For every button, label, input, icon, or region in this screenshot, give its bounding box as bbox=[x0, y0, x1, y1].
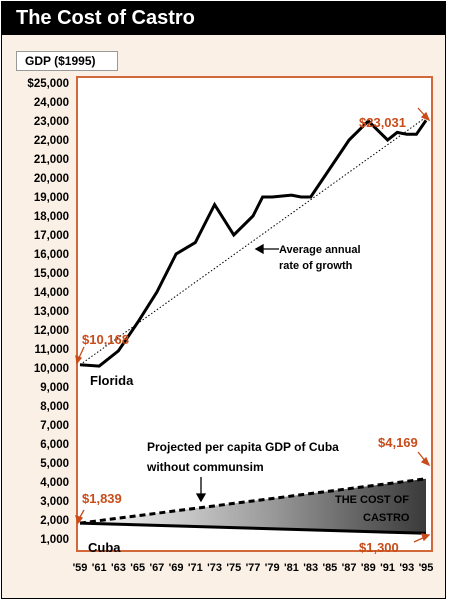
y-tick-label: 23,000 bbox=[34, 116, 69, 128]
y-tick-label: 4,000 bbox=[40, 477, 69, 489]
x-tick-label: '83 bbox=[303, 562, 318, 574]
y-tick-label: 20,000 bbox=[34, 173, 69, 185]
x-tick-label: '67 bbox=[149, 562, 164, 574]
label-cuba: Cuba bbox=[88, 540, 121, 555]
y-tick-label: 17,000 bbox=[34, 230, 69, 242]
x-tick-label: '69 bbox=[169, 562, 184, 574]
x-tick-label: '65 bbox=[130, 562, 145, 574]
y-tick-label: 9,000 bbox=[40, 382, 69, 394]
x-tick-label: '71 bbox=[188, 562, 203, 574]
plot-area bbox=[76, 76, 433, 552]
arrowhead-growth bbox=[254, 243, 264, 255]
y-tick-label: 24,000 bbox=[34, 97, 69, 109]
y-tick-label: 5,000 bbox=[40, 458, 69, 470]
series-projected-line bbox=[79, 477, 427, 525]
x-tick-label: '91 bbox=[380, 562, 395, 574]
y-tick-label: 16,000 bbox=[34, 249, 69, 261]
y-tick-label: 3,000 bbox=[40, 496, 69, 508]
label-projected-end: $4,169 bbox=[378, 435, 418, 450]
y-tick-label: 22,000 bbox=[34, 135, 69, 147]
y-axis-title: GDP ($1995) bbox=[16, 51, 118, 71]
label-projected-1: Projected per capita GDP of Cuba bbox=[147, 440, 339, 454]
y-tick-label: 11,000 bbox=[34, 344, 69, 356]
series-florida-line bbox=[79, 118, 428, 368]
x-tick-label: '89 bbox=[361, 562, 376, 574]
arrowhead-projected bbox=[195, 493, 207, 503]
x-tick-label: '85 bbox=[322, 562, 337, 574]
y-tick-label: 13,000 bbox=[34, 306, 69, 318]
label-growth-2: rate of growth bbox=[279, 260, 353, 272]
label-projected-2: without communsim bbox=[146, 460, 264, 474]
label-cost-2: CASTRO bbox=[363, 512, 410, 524]
x-tick-label: '77 bbox=[246, 562, 261, 574]
cost-of-castro-area bbox=[80, 478, 426, 534]
x-tick-label: '79 bbox=[265, 562, 280, 574]
y-tick-label: $25,000 bbox=[27, 78, 69, 90]
arrowhead-cuba-end bbox=[421, 533, 431, 542]
label-growth-1: Average annual bbox=[279, 244, 361, 256]
x-tick-label: '61 bbox=[92, 562, 107, 574]
y-tick-label: 21,000 bbox=[34, 154, 69, 166]
y-tick-label: 1,000 bbox=[40, 534, 69, 546]
x-tick-label: '95 bbox=[419, 562, 434, 574]
x-tick-label: '73 bbox=[207, 562, 222, 574]
x-tick-label: '59 bbox=[73, 562, 88, 574]
x-tick-label: '63 bbox=[111, 562, 126, 574]
arrowhead-florida-start bbox=[75, 354, 83, 365]
y-tick-label: 14,000 bbox=[34, 287, 69, 299]
series-cuba-line bbox=[79, 521, 427, 535]
y-tick-label: 8,000 bbox=[40, 401, 69, 413]
y-tick-label: 10,000 bbox=[34, 363, 69, 375]
label-cuba-end: $1,300 bbox=[359, 540, 399, 555]
label-florida-end: $23,031 bbox=[359, 115, 406, 130]
y-tick-label: 15,000 bbox=[34, 268, 69, 280]
label-cost-1: THE COST OF bbox=[335, 494, 409, 506]
x-tick-label: '81 bbox=[284, 562, 299, 574]
arrowhead-cuba-start bbox=[75, 514, 84, 525]
label-florida: Florida bbox=[90, 373, 134, 388]
x-tick-label: '75 bbox=[226, 562, 241, 574]
y-tick-label: 12,000 bbox=[34, 325, 69, 337]
label-cuba-start: $1,839 bbox=[82, 491, 122, 506]
title-bar: The Cost of Castro bbox=[2, 2, 445, 35]
y-tick-label: 18,000 bbox=[34, 211, 69, 223]
label-florida-start: $10,168 bbox=[82, 332, 129, 347]
y-tick-label: 2,000 bbox=[40, 515, 69, 527]
y-tick-label: 7,000 bbox=[40, 420, 69, 432]
chart-title: The Cost of Castro bbox=[16, 7, 195, 29]
x-tick-label: '93 bbox=[399, 562, 414, 574]
arrowhead-florida-end bbox=[420, 111, 431, 122]
arrowhead-projected-end bbox=[420, 456, 431, 467]
y-tick-label: 19,000 bbox=[34, 192, 69, 204]
x-tick-label: '87 bbox=[342, 562, 357, 574]
y-tick-label: 6,000 bbox=[40, 439, 69, 451]
